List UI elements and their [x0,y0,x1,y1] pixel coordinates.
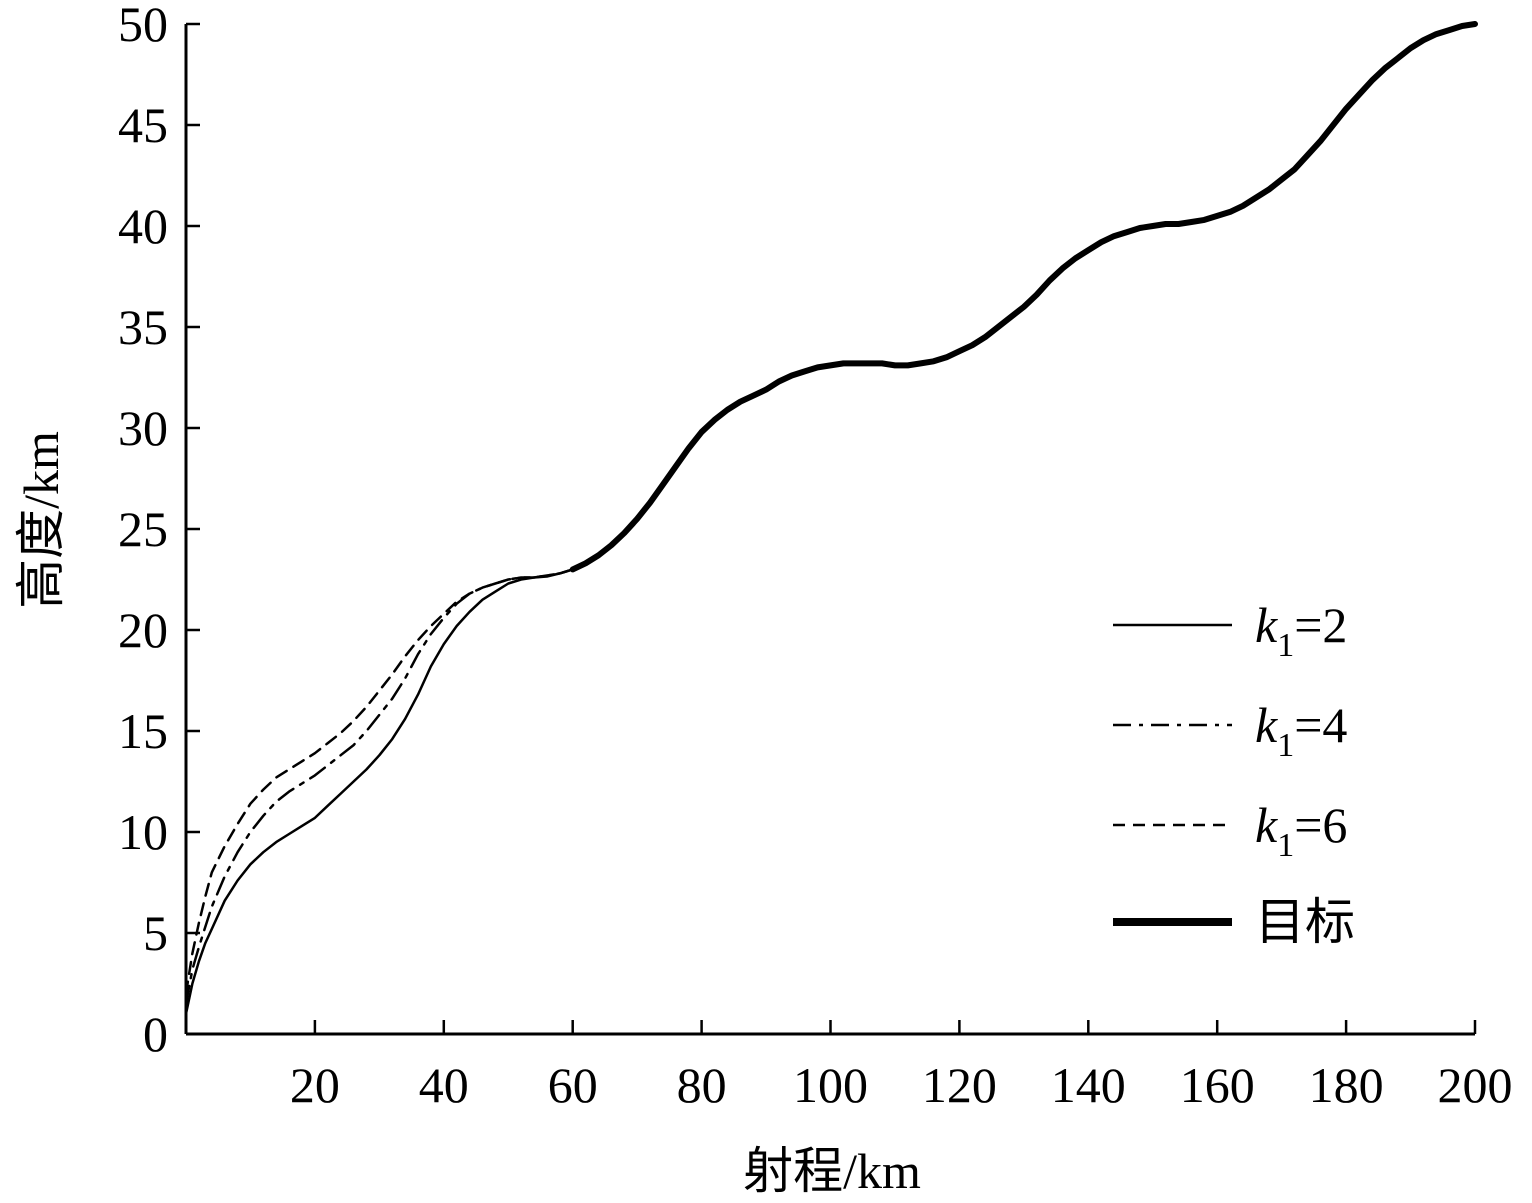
x-tick-label: 200 [1438,1057,1513,1113]
x-tick-label: 140 [1051,1057,1126,1113]
y-tick-label: 10 [118,804,168,860]
ticks: 20 40 60 80 100 120 140 160 180 200 0 5 10 15 20 25 30 35… [118,0,1513,1113]
y-tick-label: 45 [118,97,168,153]
y-tick-label: 30 [118,400,168,456]
y-tick-label: 25 [118,501,168,557]
y-tick-label: 40 [118,198,168,254]
x-tick-label: 120 [922,1057,997,1113]
x-tick-label: 40 [419,1057,469,1113]
axes [184,24,1475,1036]
series-line-1 [184,568,574,1016]
y-tick-label: 5 [143,905,168,961]
y-tick-label: 15 [118,703,168,759]
series-line-2 [184,568,574,1005]
series-line-3 [184,568,574,995]
x-tick-label: 60 [548,1057,598,1113]
legend: k1=2 k1=4 k1=6 目标 [1113,597,1355,950]
plot-lines [184,21,1478,1016]
x-tick-label: 180 [1309,1057,1384,1113]
y-tick-label: 20 [118,602,168,658]
legend-label-3: k1=6 [1255,797,1347,864]
legend-label-1: k1=2 [1255,597,1347,664]
legend-label-2: k1=4 [1255,697,1347,764]
y-tick-label: 50 [118,0,168,52]
x-tick-label: 20 [290,1057,340,1113]
legend-label-4: 目标 [1255,894,1355,950]
y-tick-label: 35 [118,299,168,355]
x-tick-label: 160 [1180,1057,1255,1113]
y-axis-label: 高度/km [13,431,69,609]
x-tick-label: 100 [793,1057,868,1113]
y-tick-label: 0 [143,1006,168,1062]
x-tick-label: 80 [677,1057,727,1113]
x-axis-label: 射程/km [743,1143,921,1199]
series-line-4 [569,21,1478,573]
